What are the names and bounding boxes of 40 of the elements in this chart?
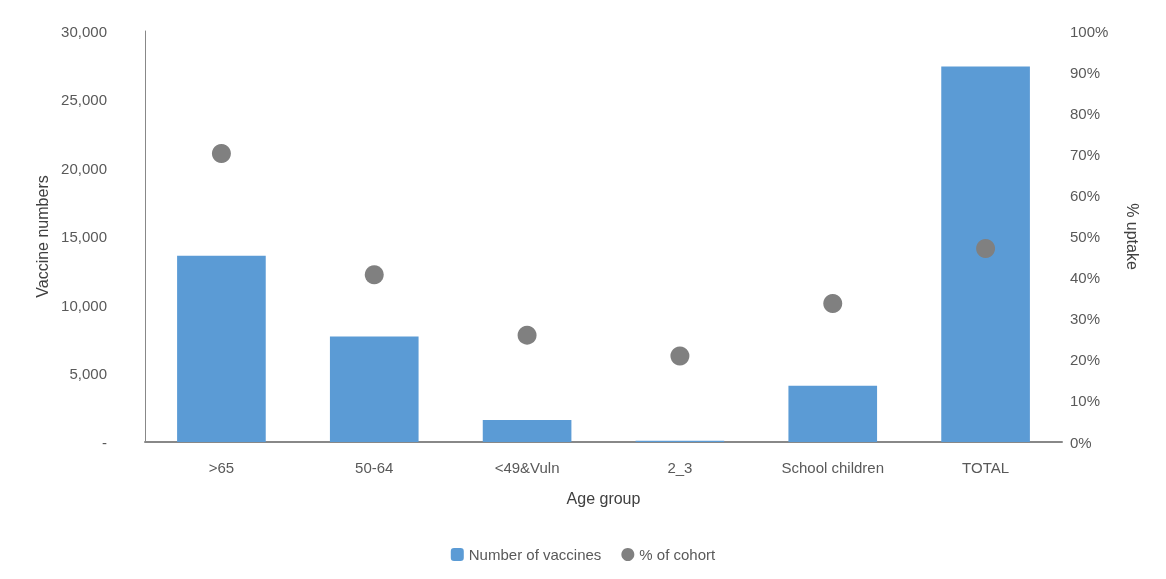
y2-tick-label: 10%	[1070, 392, 1101, 410]
y-tick-label: 30,000	[61, 22, 107, 40]
y-tick-label: 25,000	[61, 91, 107, 108]
legend-label: % of cohort	[639, 546, 717, 563]
x-tick-label: 50-64	[355, 459, 394, 476]
bar	[177, 255, 266, 442]
x-axis-title: Age group	[566, 489, 641, 507]
y2-tick-label: 20%	[1070, 351, 1101, 369]
point	[823, 294, 843, 313]
point	[670, 346, 690, 366]
y2-tick-label: 40%	[1070, 269, 1101, 287]
y-tick-label: -	[102, 433, 107, 451]
legend-label: Number of vaccines	[468, 546, 602, 563]
y2-tick-label: 80%	[1070, 104, 1101, 122]
point	[364, 265, 384, 285]
bar	[941, 66, 1030, 442]
y2-tick-label: 90%	[1070, 63, 1101, 81]
y2-tick-label: 60%	[1070, 186, 1101, 204]
y-tick-label: 15,000	[61, 228, 107, 245]
x-tick-label: TOTAL	[962, 459, 1010, 476]
x-tick-label: >65	[208, 459, 235, 476]
x-tick-label: School children	[781, 459, 885, 476]
y-tick-label: 5,000	[69, 365, 107, 382]
y-axis-title: Vaccine numbers	[33, 175, 51, 298]
bar	[329, 336, 419, 442]
y2-tick-label: 100%	[1070, 22, 1109, 40]
point	[211, 143, 231, 163]
point	[517, 325, 537, 345]
y2-tick-label: 0%	[1070, 433, 1092, 451]
x-tick-label: 2_3	[667, 459, 693, 476]
bar	[482, 420, 572, 442]
y2-tick-label: 30%	[1070, 310, 1101, 328]
point	[976, 238, 996, 258]
y-tick-label: 20,000	[61, 159, 107, 177]
x-tick-label: <49&Vuln	[494, 459, 560, 476]
y2-tick-label: 50%	[1070, 228, 1101, 245]
y2-axis-title: % uptake	[1123, 203, 1141, 270]
y-tick-label: 10,000	[61, 296, 107, 314]
y2-tick-label: 70%	[1070, 145, 1101, 163]
bar	[788, 385, 878, 442]
